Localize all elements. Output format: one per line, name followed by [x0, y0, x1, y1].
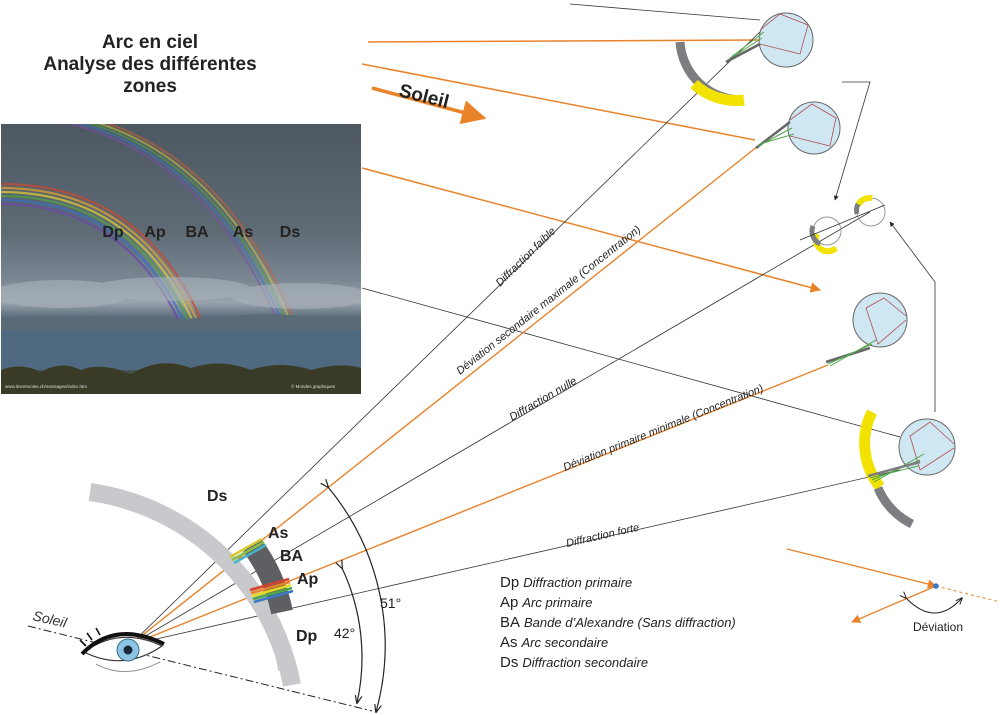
legend-desc: Arc primaire [522, 595, 593, 610]
legend-desc: Bande d’Alexandre (Sans diffraction) [524, 615, 736, 630]
label-diffraction-forte: Diffraction forte [565, 522, 640, 550]
detail-circles [799, 194, 886, 255]
ray-diffraction-nulle [129, 211, 871, 646]
angle-51-label: 51° [380, 595, 401, 611]
legend-desc: Diffraction primaire [523, 575, 633, 590]
connector-arrow-right [889, 221, 936, 412]
legend-desc: Diffraction secondaire [522, 655, 649, 670]
arc-ba-band [243, 538, 293, 615]
droplet-diffraction-nulle [825, 292, 908, 367]
legend-abbr: Ds [500, 654, 519, 671]
label-deviation-secondaire: Déviation secondaire maximale (Concentra… [454, 223, 643, 377]
angle-42-label: 42° [334, 625, 355, 641]
droplet-diffraction-faible [569, 3, 814, 106]
arc-label-ba: BA [280, 548, 304, 565]
label-diffraction-nulle: Diffraction nulle [507, 375, 579, 424]
arc-label-ap: Ap [297, 571, 319, 588]
legend-item-ap: Ap Arc primaire [500, 594, 592, 611]
arc-as-stripes [229, 537, 267, 565]
legend-abbr: As [500, 634, 518, 651]
sun-arrow-label: Soleil [397, 80, 451, 113]
deviation-diagram: Déviation [786, 548, 1000, 634]
sun-axis-label: Soleil [31, 607, 69, 630]
droplet-deviation-primaire [859, 409, 956, 529]
arc-label-dp: Dp [296, 628, 318, 645]
droplet-deviation-secondaire [755, 101, 841, 155]
sun-rays [361, 39, 901, 438]
sun-ray-4 [361, 287, 901, 438]
arc-label-as: As [268, 525, 289, 542]
deviation-label: Déviation [913, 620, 963, 634]
legend-item-as: As Arc secondaire [500, 634, 608, 651]
photo-label-as: As [233, 224, 254, 241]
sun-ray-2 [361, 63, 756, 141]
legend-item-ba: BA Bande d’Alexandre (Sans diffraction) [500, 614, 736, 631]
title-line-1: Arc en ciel [101, 32, 199, 53]
sun-direction-arrow [371, 86, 487, 125]
sun-ray-1 [367, 39, 761, 43]
label-diffraction-faible: Diffraction faible [494, 225, 559, 289]
arc-bands [88, 483, 301, 687]
arc-label-ds: Ds [207, 488, 228, 505]
arc-ap-stripes [249, 577, 294, 604]
sun-axis-line [27, 625, 373, 712]
photo-label-dp: Dp [102, 224, 124, 241]
sun-ray-3 [361, 167, 822, 293]
arc-dp-band [264, 618, 294, 672]
eye-icon [79, 627, 165, 673]
photo-label-ds: Ds [280, 224, 301, 241]
legend-item-ds: Ds Diffraction secondaire [500, 654, 648, 671]
legend-abbr: Dp [500, 574, 520, 591]
photo-label-ba: BA [185, 224, 209, 241]
legend-abbr: BA [500, 614, 521, 631]
legend-item-dp: Dp Diffraction primaire [500, 574, 632, 591]
legend-abbr: Ap [500, 594, 519, 611]
label-deviation-primaire: Déviation primaire minimale (Concentrati… [562, 382, 766, 473]
photo-credit-right: © Mondes graphiques [291, 383, 336, 389]
photo-label-ap: Ap [144, 224, 166, 241]
legend-desc: Arc secondaire [521, 635, 609, 650]
photo-credit-left: www.lesrenvoies.ch/messages/index.htm [5, 384, 87, 389]
title-line-2: Analyse des différentes zones [43, 54, 257, 97]
angle-51-arc [328, 487, 386, 712]
rainbow-photo: Dp Ap BA As Ds www.lesrenvoies.ch/messag… [1, 124, 361, 394]
ray-diffraction-faible [129, 25, 767, 646]
connector-arrow-top [833, 81, 871, 201]
